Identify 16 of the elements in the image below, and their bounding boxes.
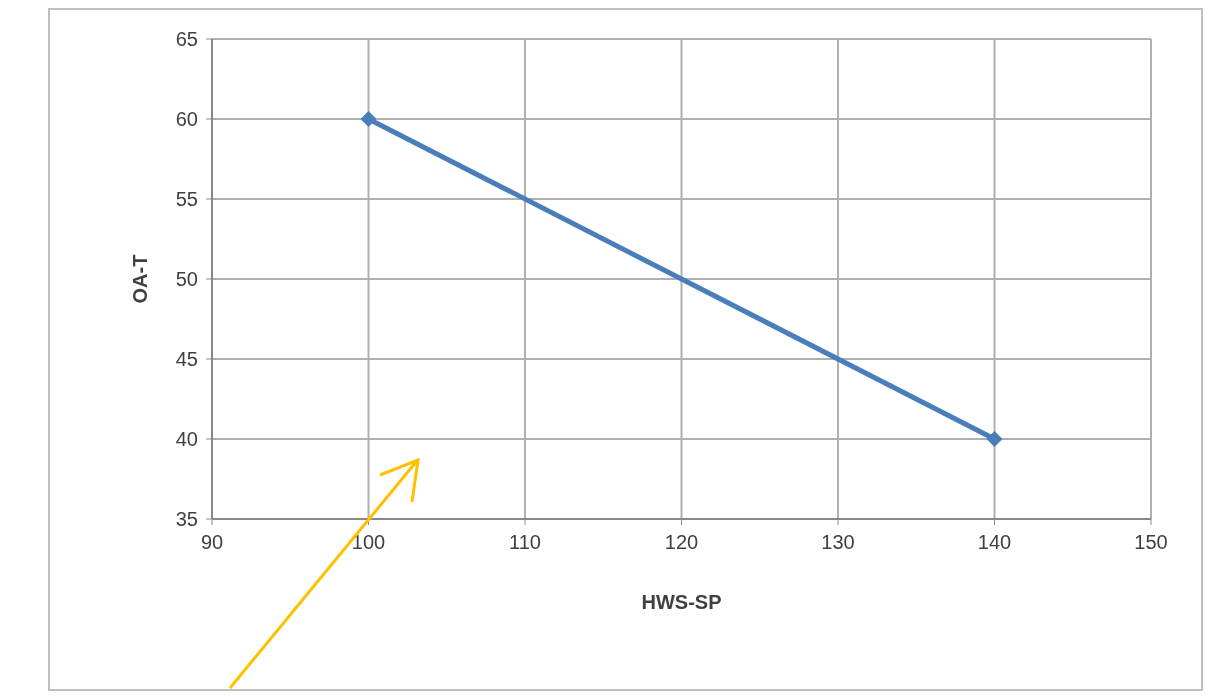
y-tick-label: 55 — [175, 188, 198, 211]
x-tick-label: 130 — [821, 531, 855, 554]
x-tick-label: 140 — [977, 531, 1012, 554]
y-axis-title: OA-T — [129, 254, 152, 304]
x-tick-label: 90 — [200, 531, 224, 554]
y-tick-label: 35 — [175, 508, 198, 531]
x-tick-label: 150 — [1134, 531, 1168, 554]
x-tick-label: 120 — [664, 531, 699, 554]
y-tick-label: 60 — [175, 108, 198, 131]
x-tick-label: 110 — [509, 531, 541, 554]
y-tick-label: 65 — [175, 28, 198, 51]
x-axis-title: HWS-SP — [641, 591, 722, 613]
y-tick-label: 40 — [175, 428, 198, 451]
y-tick-label: 45 — [175, 348, 198, 371]
x-tick-label: 100 — [351, 531, 386, 554]
y-tick-label: 50 — [175, 268, 198, 291]
